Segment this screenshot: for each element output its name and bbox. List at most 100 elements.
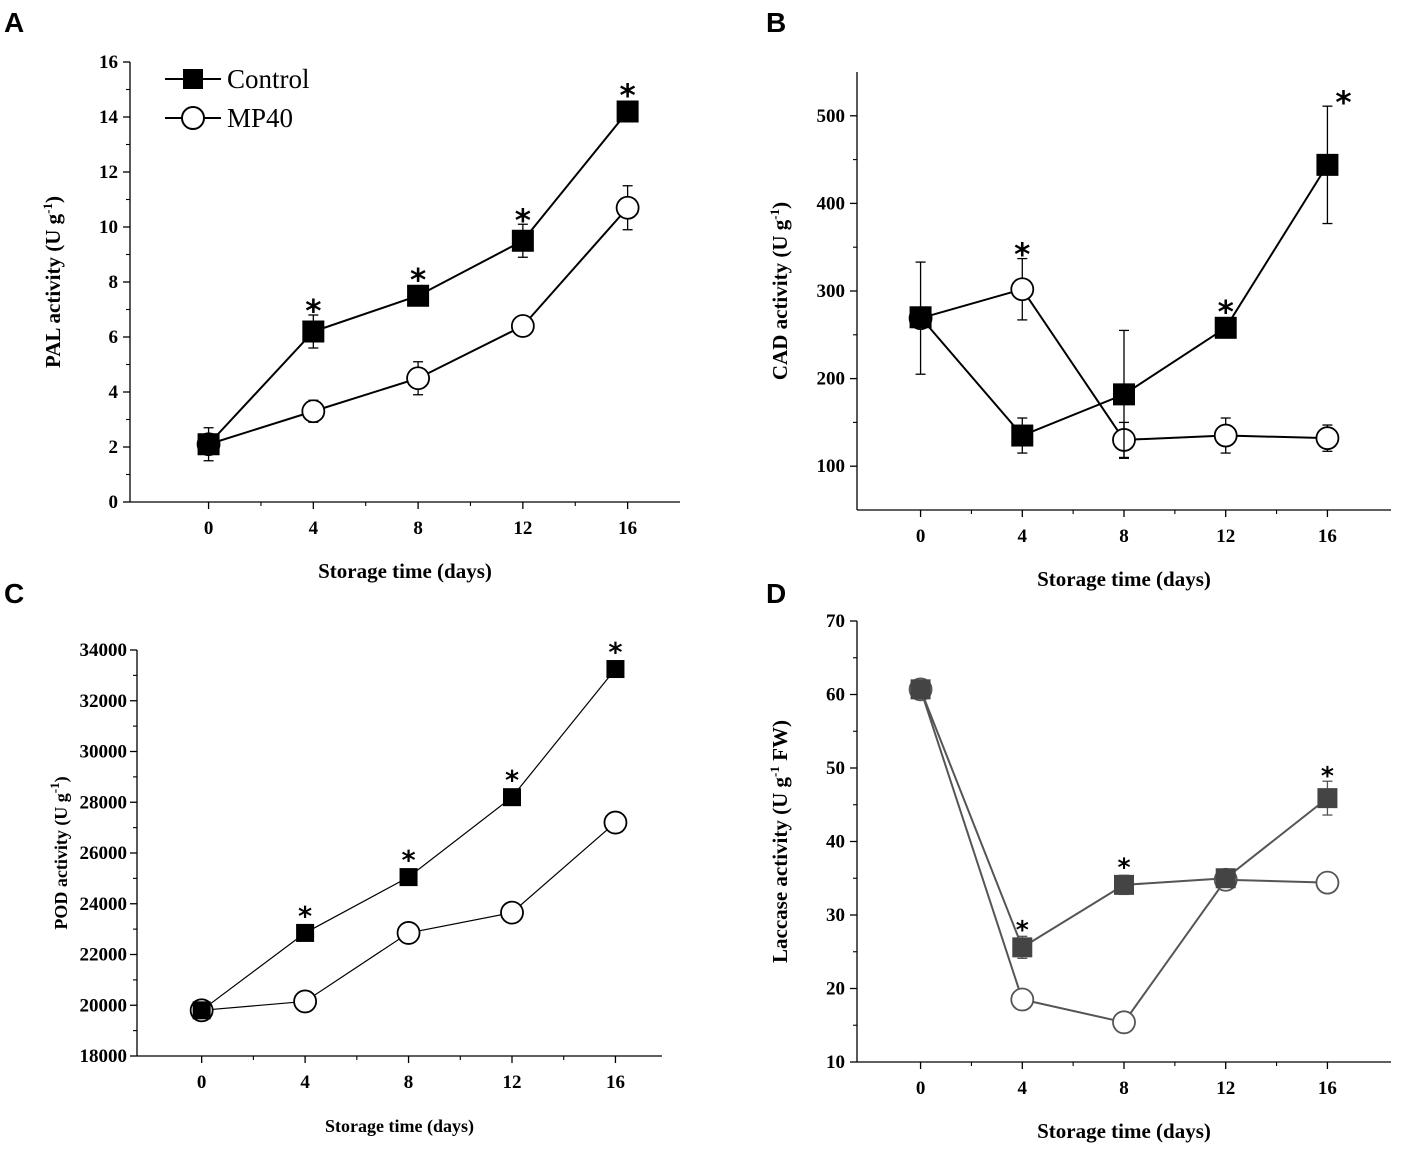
y-tick-label: 400 bbox=[817, 193, 846, 214]
y-tick-label: 6 bbox=[109, 327, 119, 348]
data-point-control bbox=[296, 923, 315, 942]
y-tick-label: 32000 bbox=[80, 691, 128, 712]
y-tick-label: 200 bbox=[817, 369, 846, 390]
x-axis-title: Storage time (days) bbox=[325, 1116, 474, 1137]
data-point-control bbox=[407, 284, 430, 307]
series-mp40 bbox=[189, 810, 628, 1023]
significance-marker: * bbox=[305, 294, 321, 330]
x-tick-label: 12 bbox=[513, 518, 532, 539]
x-tick-label: 12 bbox=[503, 1072, 522, 1093]
chart-panel-b: 0 4 8 12 16 100 200 300 400 500 Storage time (days… bbox=[767, 72, 1391, 591]
y-tick-label: 30 bbox=[826, 905, 845, 926]
data-point-control bbox=[1215, 868, 1236, 889]
data-point-mp40 bbox=[301, 399, 326, 424]
y-tick-label: 8 bbox=[109, 272, 119, 293]
data-point-control bbox=[909, 306, 932, 329]
x-tick-label: 0 bbox=[204, 518, 214, 539]
x-tick-label: 8 bbox=[1119, 526, 1129, 547]
data-point-control bbox=[1011, 424, 1034, 447]
x-tick-label: 8 bbox=[404, 1072, 414, 1093]
data-point-control bbox=[606, 660, 625, 679]
legend-marker-control bbox=[183, 69, 203, 89]
panel-letter-b: B bbox=[766, 7, 786, 38]
panel-letter-d: D bbox=[766, 578, 786, 609]
y-tick-label: 2 bbox=[109, 437, 119, 458]
x-tick-label: 16 bbox=[1318, 1078, 1337, 1099]
data-point-control bbox=[616, 100, 639, 123]
data-point-mp40 bbox=[1213, 423, 1238, 448]
y-tick-label: 24000 bbox=[80, 894, 128, 915]
y-tick-label: 100 bbox=[817, 456, 846, 477]
legend-label-mp40: MP40 bbox=[227, 103, 293, 133]
data-point-control bbox=[1114, 874, 1134, 895]
x-tick-label: 0 bbox=[916, 1078, 926, 1099]
series-line-control bbox=[201, 668, 616, 1011]
data-point-mp40 bbox=[603, 810, 628, 835]
legend-item-mp40: MP40 bbox=[165, 103, 293, 133]
y-tick-label: 10 bbox=[826, 1052, 845, 1073]
y-tick-label: 300 bbox=[817, 281, 846, 302]
y-tick-label: 20000 bbox=[80, 995, 128, 1016]
data-point-mp40 bbox=[1315, 426, 1340, 451]
significance-marker: * bbox=[515, 203, 531, 239]
x-tick-label: 4 bbox=[300, 1072, 310, 1093]
y-tick-label: 60 bbox=[826, 685, 845, 706]
x-tick-label: 0 bbox=[916, 526, 926, 547]
y-tick-label: 30000 bbox=[80, 742, 128, 763]
x-tick-label: 16 bbox=[618, 518, 637, 539]
significance-marker: * bbox=[298, 901, 312, 932]
x-tick-label: 16 bbox=[606, 1072, 625, 1093]
data-point-control bbox=[910, 679, 931, 700]
significance-marker: * bbox=[401, 846, 415, 877]
y-tick-label: 14 bbox=[99, 107, 119, 128]
significance-marker: * bbox=[1218, 294, 1234, 330]
series-control bbox=[909, 105, 1339, 459]
y-tick-label: 10 bbox=[99, 217, 118, 238]
y-tick-label: 34000 bbox=[80, 640, 128, 661]
series-control bbox=[197, 100, 639, 456]
x-tick-label: 4 bbox=[1018, 526, 1028, 547]
significance-marker: * bbox=[620, 78, 636, 114]
y-tick-label: 18000 bbox=[80, 1046, 128, 1067]
series-control bbox=[192, 660, 625, 1020]
y-tick-label: 0 bbox=[109, 492, 119, 513]
significance-marker: * bbox=[1117, 853, 1130, 882]
x-axis-title: Storage time (days) bbox=[1037, 1119, 1211, 1143]
data-point-control bbox=[1113, 383, 1135, 406]
significance-marker: * bbox=[1014, 237, 1030, 273]
data-point-control bbox=[197, 433, 220, 456]
legend-item-control: Control bbox=[165, 64, 310, 94]
x-tick-label: 12 bbox=[1216, 1078, 1235, 1099]
y-tick-label: 70 bbox=[826, 611, 845, 632]
data-point-mp40 bbox=[396, 921, 421, 945]
y-tick-label: 500 bbox=[817, 106, 846, 127]
data-point-control bbox=[1214, 316, 1237, 339]
chart-panel-a: 0 4 8 12 16 0 2 4 6 8 10 12 14 16 Storage time (days) P… bbox=[40, 52, 680, 583]
data-point-control bbox=[511, 229, 534, 252]
series-control bbox=[910, 679, 1338, 960]
series-line-control bbox=[919, 688, 1329, 949]
y-tick-label: 22000 bbox=[80, 945, 128, 966]
y-axis-title: Laccase activity (U g-1 FW) bbox=[767, 720, 792, 963]
significance-marker: * bbox=[1335, 85, 1351, 121]
series-mp40 bbox=[196, 185, 640, 462]
significance-marker: * bbox=[505, 766, 519, 797]
data-point-mp40 bbox=[615, 195, 640, 220]
data-point-control bbox=[1316, 153, 1339, 176]
data-point-mp40 bbox=[406, 366, 430, 391]
data-point-mp40 bbox=[1010, 987, 1035, 1012]
y-tick-label: 50 bbox=[826, 758, 845, 779]
x-tick-label: 8 bbox=[1119, 1078, 1129, 1099]
y-tick-label: 16 bbox=[99, 52, 118, 73]
chart-panel-d: 0 4 8 12 16 10 20 30 40 50 60 70 Storage time (days)… bbox=[767, 611, 1391, 1143]
y-tick-label: 20 bbox=[826, 979, 845, 1000]
x-axis-title: Storage time (days) bbox=[318, 559, 492, 583]
data-point-mp40 bbox=[1315, 870, 1340, 895]
y-tick-label: 28000 bbox=[80, 792, 128, 813]
significance-marker: * bbox=[608, 637, 622, 668]
significance-marker: * bbox=[410, 262, 426, 298]
legend-label-control: Control bbox=[227, 64, 310, 94]
data-point-control bbox=[1012, 937, 1033, 958]
x-tick-label: 12 bbox=[1216, 526, 1235, 547]
